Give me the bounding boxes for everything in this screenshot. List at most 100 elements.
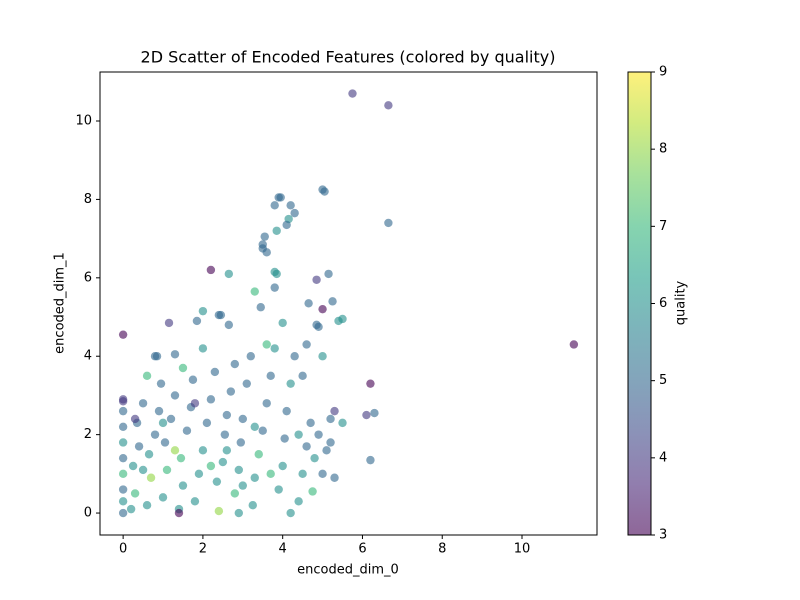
y-tick-label: 4 xyxy=(84,349,92,364)
x-axis-label: encoded_dim_0 xyxy=(297,563,399,578)
point xyxy=(276,193,285,202)
point xyxy=(278,461,287,471)
point xyxy=(218,457,228,467)
point xyxy=(130,489,140,498)
point xyxy=(272,269,281,279)
point xyxy=(312,275,321,284)
point xyxy=(330,406,339,416)
point xyxy=(234,508,244,518)
point xyxy=(262,399,271,408)
point xyxy=(188,375,198,384)
point xyxy=(236,438,246,447)
colorbar xyxy=(628,72,651,535)
point xyxy=(326,414,335,424)
point xyxy=(294,497,303,506)
point xyxy=(238,481,247,490)
point xyxy=(198,306,208,316)
point xyxy=(206,265,216,275)
point xyxy=(234,465,244,475)
point xyxy=(170,350,180,359)
point xyxy=(118,453,128,463)
point xyxy=(248,501,257,510)
colorbar-tick-label: 4 xyxy=(659,450,667,465)
colorbar-label: quality xyxy=(674,280,689,325)
point xyxy=(298,469,307,479)
point xyxy=(118,469,128,479)
point xyxy=(118,397,128,406)
point xyxy=(178,363,188,373)
point xyxy=(262,340,271,349)
point xyxy=(250,287,259,296)
point xyxy=(262,248,271,257)
point xyxy=(302,442,311,451)
point xyxy=(348,89,357,98)
x-tick-label: 2 xyxy=(199,542,207,557)
point xyxy=(569,340,579,349)
point xyxy=(370,408,379,418)
point xyxy=(314,430,323,439)
point xyxy=(224,320,234,330)
x-tick-label: 8 xyxy=(438,542,446,557)
point xyxy=(290,352,299,361)
colorbar-tick-label: 6 xyxy=(659,296,667,311)
point xyxy=(210,367,220,377)
point xyxy=(230,489,240,498)
point xyxy=(366,379,375,388)
point xyxy=(190,497,200,506)
point xyxy=(150,352,160,361)
point xyxy=(246,352,255,361)
point xyxy=(384,218,393,228)
point xyxy=(194,469,204,479)
point xyxy=(254,450,263,459)
y-tick-label: 0 xyxy=(84,506,92,521)
point xyxy=(128,461,138,471)
point xyxy=(230,359,240,369)
point xyxy=(272,226,281,235)
x-tick-label: 10 xyxy=(514,542,531,557)
point xyxy=(286,379,295,388)
point xyxy=(156,379,166,388)
y-tick-label: 8 xyxy=(84,192,92,207)
point xyxy=(118,330,128,339)
point xyxy=(250,422,259,431)
point xyxy=(326,438,335,447)
point xyxy=(198,344,208,353)
point xyxy=(224,269,234,279)
point xyxy=(202,418,212,428)
point xyxy=(266,469,275,479)
plot-frame xyxy=(99,71,598,536)
point xyxy=(178,481,188,490)
point xyxy=(170,391,180,400)
point xyxy=(270,283,279,292)
point xyxy=(118,485,128,494)
point xyxy=(306,418,315,428)
point xyxy=(142,371,152,381)
point xyxy=(222,446,232,455)
point xyxy=(198,446,208,455)
point xyxy=(322,446,331,455)
point xyxy=(304,299,313,308)
point xyxy=(294,430,303,439)
point xyxy=(174,508,184,518)
point xyxy=(338,418,347,428)
point xyxy=(154,406,164,416)
point xyxy=(318,352,327,361)
x-tick-label: 0 xyxy=(119,542,127,557)
point xyxy=(226,387,236,396)
point xyxy=(320,187,329,196)
point xyxy=(282,220,291,230)
point xyxy=(206,461,216,471)
colorbar-tick-label: 5 xyxy=(659,373,667,388)
colorbar-tick-label: 7 xyxy=(659,219,667,234)
point xyxy=(256,303,265,312)
point xyxy=(286,201,295,210)
point xyxy=(158,493,168,502)
point xyxy=(176,453,186,463)
point xyxy=(130,414,140,424)
colorbar-tick-label: 3 xyxy=(659,528,667,543)
y-tick-label: 10 xyxy=(75,114,92,129)
point xyxy=(328,297,337,306)
point xyxy=(278,318,287,328)
point xyxy=(126,504,136,514)
